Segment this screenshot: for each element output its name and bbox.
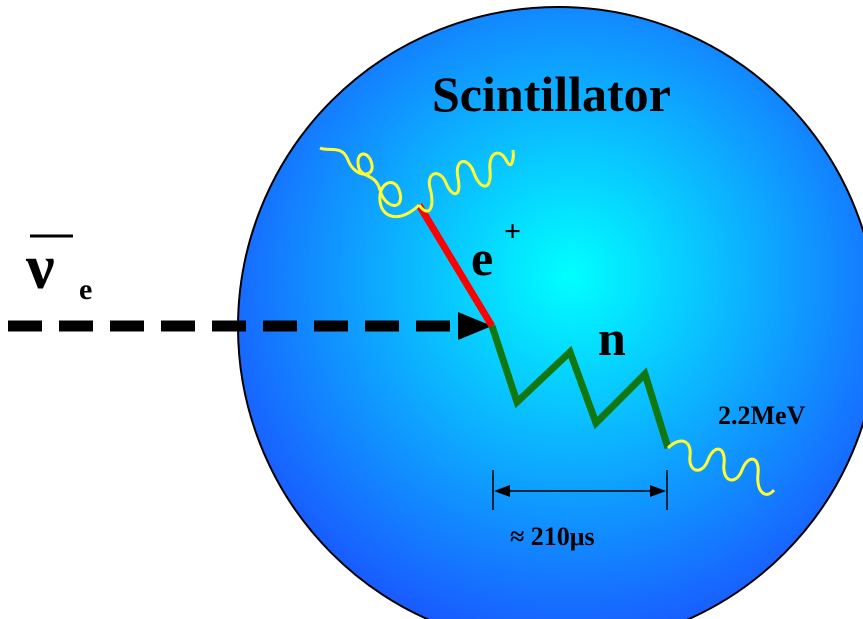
scintillator-title: Scintillator xyxy=(432,66,671,122)
neutrino-symbol: ν xyxy=(25,231,55,302)
annihilation-gamma-right-icon xyxy=(417,149,515,213)
time-interval-arrow xyxy=(492,470,668,510)
incoming-neutrino-arrow xyxy=(8,312,492,340)
neutrino-subscript: e xyxy=(79,273,92,306)
capture-gamma-icon xyxy=(666,439,776,496)
positron-track xyxy=(416,203,495,328)
neutrino-label: ν e xyxy=(25,231,92,306)
neutron-symbol: n xyxy=(598,310,626,366)
neutron-track xyxy=(488,324,672,450)
capture-energy-label: 2.2MeV xyxy=(718,401,806,430)
positron-symbol: e xyxy=(471,230,493,286)
positron-superscript: + xyxy=(504,215,521,248)
capture-time-label: ≈ 210μs xyxy=(510,522,595,551)
annihilation-gamma-left-icon xyxy=(319,146,421,218)
